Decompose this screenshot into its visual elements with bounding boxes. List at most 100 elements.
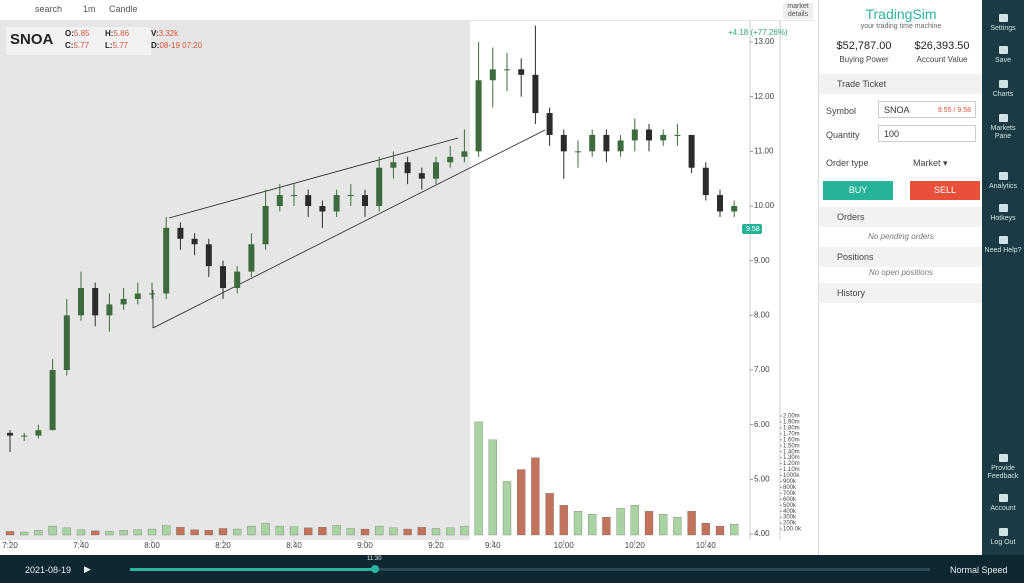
volume-tick-label: 1.30m (783, 455, 800, 461)
volume-bar (5, 531, 15, 536)
volume-bar (332, 525, 341, 536)
ohlc-item: D:08-19 07:20 (151, 41, 203, 50)
volume-bar (715, 525, 725, 536)
y-tick-label: 12.00 (754, 92, 775, 101)
symbol-value: SNOA (884, 105, 910, 115)
icon (998, 494, 1008, 502)
order-type[interactable]: Market ▾ (913, 158, 948, 168)
sidebar-label: Save (995, 57, 1011, 64)
candle-body (347, 195, 354, 197)
buy-button[interactable]: BUY (823, 181, 893, 200)
volume-bar (559, 505, 568, 536)
search[interactable]: search (35, 4, 63, 14)
volume-bar (162, 525, 171, 536)
volume-tick-label: 400k (783, 509, 797, 515)
volume-bar (659, 514, 668, 536)
date[interactable]: 2021-08-19 (25, 565, 72, 575)
ohlc-item: O:5.85 (65, 29, 90, 38)
sidebar-item[interactable]: Log Out (982, 528, 1024, 547)
sidebar-label: Log Out (990, 539, 1016, 546)
bid-ask: 9.55 / 9.58 (937, 107, 971, 114)
sidebar-item[interactable]: Account (982, 494, 1024, 513)
candle-body (205, 244, 212, 267)
volume-bar (34, 530, 43, 536)
volume-tick-label: 1000k (783, 473, 800, 479)
positions: Positions (837, 252, 874, 262)
sell-button[interactable]: SELL (910, 181, 980, 200)
positions-header[interactable]: Positions (819, 247, 983, 267)
volume-bar (460, 525, 469, 536)
chart-style[interactable]: Candle (109, 4, 138, 14)
play[interactable]: ▶ (84, 564, 91, 574)
change-label: +4.18 (+77.26%) (728, 28, 788, 37)
sidebar-item[interactable]: Save (982, 46, 1024, 65)
sidebar-item[interactable]: Settings (982, 14, 1024, 33)
x-tick-label: 8:40 (286, 541, 302, 550)
volume-tick-label: 200k (783, 521, 797, 527)
ohlc-item: L:5.77 (105, 41, 129, 50)
speed[interactable]: Normal Speed (950, 565, 1008, 575)
interval[interactable]: 1m (83, 4, 96, 14)
ohlc-label: D: (151, 41, 159, 50)
playback-bar: 2021-08-19 ▶ 11:30 Normal Speed (0, 555, 1024, 583)
market-details[interactable]: market details (783, 3, 813, 19)
sidebar-label: Provide Feedback (987, 465, 1019, 480)
ohlc-label: L: (105, 41, 113, 50)
trend-line (152, 129, 546, 329)
ohlc-value: 5.85 (74, 29, 90, 38)
sidebar-item[interactable]: Markets Pane (982, 114, 1024, 141)
sidebar-item[interactable]: Analytics (982, 172, 1024, 191)
y-tick-label: 7.00 (754, 365, 770, 374)
icon (998, 80, 1008, 88)
x-tick-label: 8:00 (144, 541, 160, 550)
ohlc-box (6, 27, 151, 55)
x-tick-label: 9:40 (485, 541, 501, 550)
track (130, 568, 930, 571)
sidebar-item[interactable]: Provide Feedback (982, 454, 1024, 481)
x-tick-label: 7:20 (2, 541, 18, 550)
x-tick-label: 10:00 (554, 541, 575, 550)
candle-body (631, 129, 638, 141)
candle-body (220, 266, 226, 288)
sidebar-item[interactable]: Need Help? (982, 236, 1024, 255)
volume-tick-label: 500k (783, 503, 797, 509)
y-tick-label: 6.00 (754, 420, 770, 429)
volume-bar (602, 517, 611, 536)
candle-body (163, 227, 170, 294)
volume-tick-label: 1.80m (783, 425, 800, 431)
history-header[interactable]: History (819, 283, 983, 303)
sidebar-item[interactable]: Hotkeys (982, 204, 1024, 223)
last-price: 9.58 (746, 226, 760, 233)
volume-bar (588, 514, 597, 536)
x-tick-label: 9:00 (357, 541, 373, 550)
chart: SNOA +4.18 (+77.26%) O:5.85 H:5.86 V:3.32k… (0, 21, 802, 550)
symbol-input[interactable]: SNOA 9.55 / 9.58 (878, 101, 976, 118)
candle-body (731, 206, 738, 212)
ohlc-value: 5.77 (113, 41, 129, 50)
ohlc-label: C: (65, 41, 73, 50)
ohlc-label: V: (151, 29, 159, 38)
brand: TradingSim (865, 6, 937, 22)
trade-ticket-header[interactable]: Trade Ticket (819, 74, 983, 94)
candle-body (49, 370, 56, 431)
volume-bar (375, 525, 384, 536)
volume-bar (531, 457, 540, 536)
candle-body (532, 74, 539, 114)
candle-body (78, 288, 84, 316)
volume-bar (76, 529, 86, 536)
volume-bar (346, 528, 355, 536)
sidebar-item[interactable]: Charts (982, 80, 1024, 99)
volume-bar (176, 527, 185, 536)
candle-body (106, 304, 113, 316)
candle-body (433, 162, 439, 179)
volume-tick-label: 700k (783, 491, 797, 497)
quantity-input[interactable]: 100 (878, 125, 976, 142)
volume-bar (247, 525, 256, 536)
volume-tick-label: 1.20m (783, 461, 800, 467)
volume-bar (105, 531, 114, 536)
volume-bar (190, 529, 199, 536)
volume-bar (573, 511, 583, 536)
orders-header[interactable]: Orders (819, 207, 983, 227)
x-tick-label: 10:20 (625, 541, 646, 550)
scrubber[interactable] (371, 565, 379, 573)
